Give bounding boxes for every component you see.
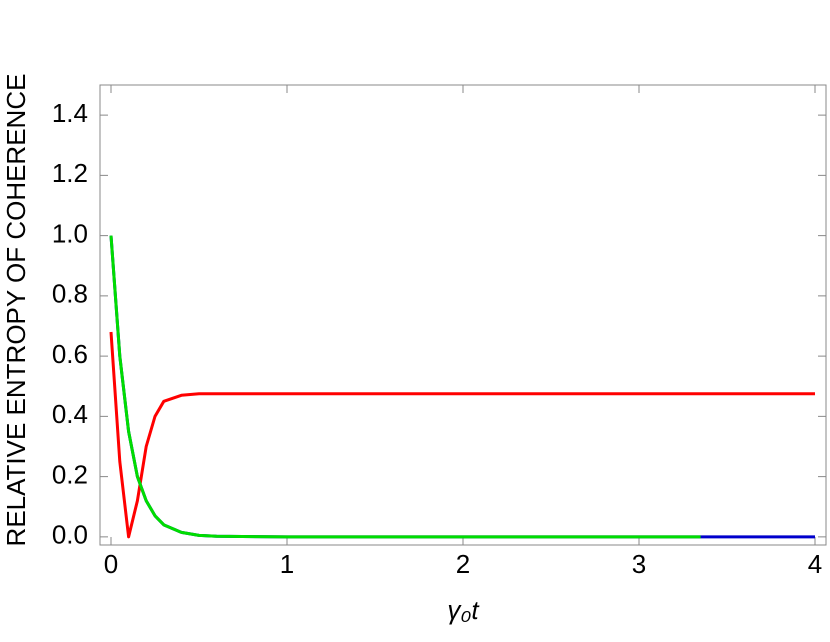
x-axis-label: γ₀t [447,595,480,625]
y-tick-label: 0.6 [52,339,88,369]
y-tick-label: 1.0 [52,218,88,248]
x-tick-label: 4 [808,549,822,579]
x-tick-label: 1 [280,549,294,579]
plot-frame [99,84,827,546]
series-line [109,331,815,539]
x-tick-label: 2 [456,549,470,579]
y-tick-label: 0.8 [52,279,88,309]
y-axis-label: RELATIVE ENTROPY OF COHERENCE [1,74,31,547]
y-tick-label: 1.4 [52,98,88,128]
y-tick-label: 0.4 [52,399,88,429]
x-tick-label: 3 [632,549,646,579]
y-tick-label: 0.2 [52,459,88,489]
y-tick-label: 1.2 [52,158,88,188]
y-tick-label: 0.0 [52,520,88,550]
series-line [109,235,815,539]
series-line [109,235,701,539]
x-tick-label: 0 [104,549,118,579]
